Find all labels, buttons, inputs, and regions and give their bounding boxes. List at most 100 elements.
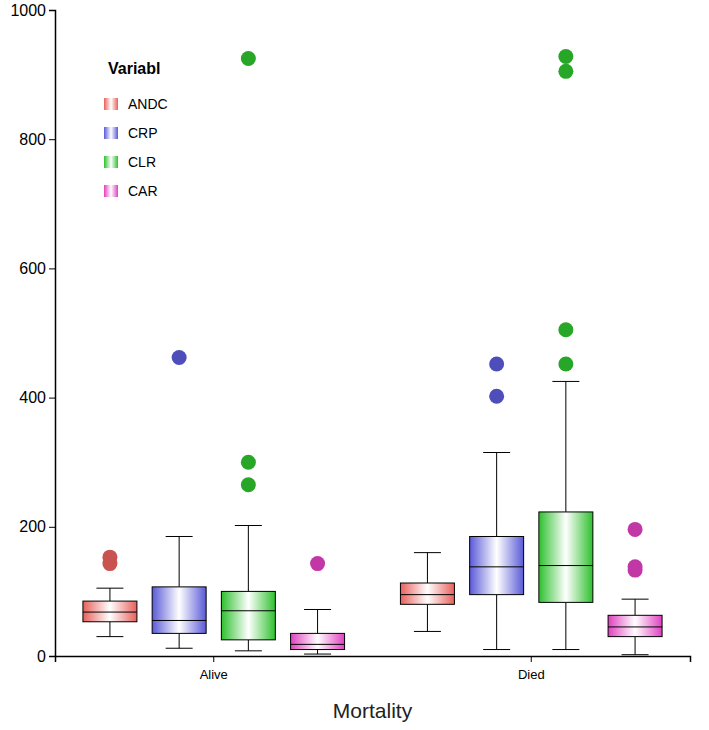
box-plot bbox=[152, 350, 206, 648]
median bbox=[291, 644, 345, 645]
x-axis-title: Mortality bbox=[333, 699, 413, 722]
y-tick: 600 bbox=[19, 260, 55, 277]
y-tick-label: 1000 bbox=[10, 2, 46, 19]
lower-cap bbox=[304, 654, 331, 655]
box-plot bbox=[539, 49, 593, 650]
x-axis-line bbox=[56, 657, 691, 663]
lower-cap bbox=[414, 631, 441, 632]
upper-cap bbox=[96, 588, 123, 589]
upper-cap bbox=[622, 599, 649, 600]
x-tick: Died bbox=[518, 656, 545, 682]
x-tick-label: Alive bbox=[200, 667, 228, 682]
upper-whisker bbox=[635, 599, 636, 615]
lower-cap bbox=[552, 649, 579, 650]
box bbox=[221, 591, 275, 639]
lower-cap bbox=[483, 649, 510, 650]
y-tick: 1000 bbox=[10, 2, 55, 19]
lower-cap bbox=[622, 654, 649, 655]
upper-whisker bbox=[496, 453, 497, 537]
y-tick-mark bbox=[49, 398, 55, 399]
legend-label: ANDC bbox=[128, 96, 168, 112]
y-axis: 0 200 400 600 800 1000 bbox=[10, 2, 55, 665]
y-tick-mark bbox=[49, 656, 55, 657]
upper-whisker bbox=[248, 526, 249, 592]
lower-cap bbox=[235, 650, 262, 651]
box bbox=[291, 633, 345, 649]
y-tick-label: 200 bbox=[19, 518, 46, 535]
outlier bbox=[241, 51, 256, 66]
box-plot bbox=[400, 553, 454, 632]
plot: 0 200 400 600 800 1000 Alive Died Mortality bbox=[10, 2, 690, 722]
legend-label: CLR bbox=[128, 154, 156, 170]
outlier bbox=[489, 389, 504, 404]
box-plot bbox=[608, 522, 662, 655]
upper-whisker bbox=[179, 536, 180, 586]
median bbox=[83, 612, 137, 613]
upper-cap bbox=[552, 381, 579, 382]
box bbox=[608, 615, 662, 636]
chart: 0 200 400 600 800 1000 Alive Died Mortality Varia… bbox=[0, 0, 709, 730]
upper-whisker bbox=[427, 553, 428, 583]
upper-cap bbox=[483, 452, 510, 453]
x-tick: Alive bbox=[200, 656, 228, 682]
y-tick-label: 400 bbox=[19, 389, 46, 406]
lower-whisker bbox=[635, 637, 636, 655]
y-tick-label: 600 bbox=[19, 260, 46, 277]
box-plot bbox=[221, 51, 275, 651]
legend-label: CRP bbox=[128, 125, 158, 141]
y-tick: 200 bbox=[19, 518, 55, 535]
x-tick-mark bbox=[213, 656, 214, 662]
box-plot bbox=[83, 550, 137, 637]
y-tick: 0 bbox=[37, 648, 55, 665]
median bbox=[152, 620, 206, 621]
x-axis: Alive Died bbox=[56, 656, 691, 682]
y-tick: 800 bbox=[19, 131, 55, 148]
outlier bbox=[241, 477, 256, 492]
box bbox=[470, 536, 524, 594]
upper-cap bbox=[235, 525, 262, 526]
y-tick-mark bbox=[49, 10, 55, 11]
legend-swatch bbox=[104, 127, 118, 139]
outlier bbox=[558, 322, 573, 337]
outlier bbox=[310, 556, 325, 571]
box bbox=[83, 601, 137, 622]
upper-whisker bbox=[565, 381, 566, 511]
y-tick-label: 800 bbox=[19, 131, 46, 148]
boxes bbox=[83, 49, 662, 655]
outlier bbox=[628, 522, 643, 537]
upper-cap bbox=[414, 552, 441, 553]
lower-cap bbox=[96, 636, 123, 637]
y-axis-line bbox=[49, 11, 56, 657]
outlier bbox=[102, 556, 117, 571]
box bbox=[400, 583, 454, 604]
median bbox=[539, 565, 593, 566]
outlier bbox=[172, 350, 187, 365]
x-tick-label: Died bbox=[518, 667, 545, 682]
y-tick-mark bbox=[49, 268, 55, 269]
lower-whisker bbox=[427, 604, 428, 631]
lower-whisker bbox=[248, 640, 249, 651]
outlier bbox=[489, 357, 504, 372]
median bbox=[608, 626, 662, 627]
legend-swatch bbox=[104, 185, 118, 197]
median bbox=[221, 610, 275, 611]
outlier bbox=[628, 563, 643, 578]
y-tick: 400 bbox=[19, 389, 55, 406]
box-plot bbox=[291, 556, 345, 654]
upper-cap bbox=[304, 609, 331, 610]
upper-whisker bbox=[109, 588, 110, 601]
legend-swatch bbox=[104, 98, 118, 110]
lower-whisker bbox=[565, 602, 566, 649]
y-tick-mark bbox=[49, 527, 55, 528]
median bbox=[470, 566, 524, 567]
outlier bbox=[558, 49, 573, 64]
y-tick-label: 0 bbox=[37, 648, 46, 665]
x-tick-mark bbox=[531, 656, 532, 662]
y-tick-mark bbox=[49, 139, 55, 140]
box bbox=[539, 512, 593, 602]
box bbox=[152, 587, 206, 634]
median bbox=[400, 594, 454, 595]
lower-whisker bbox=[317, 650, 318, 655]
legend-swatch bbox=[104, 156, 118, 168]
legend-title: Variabl bbox=[108, 60, 160, 77]
